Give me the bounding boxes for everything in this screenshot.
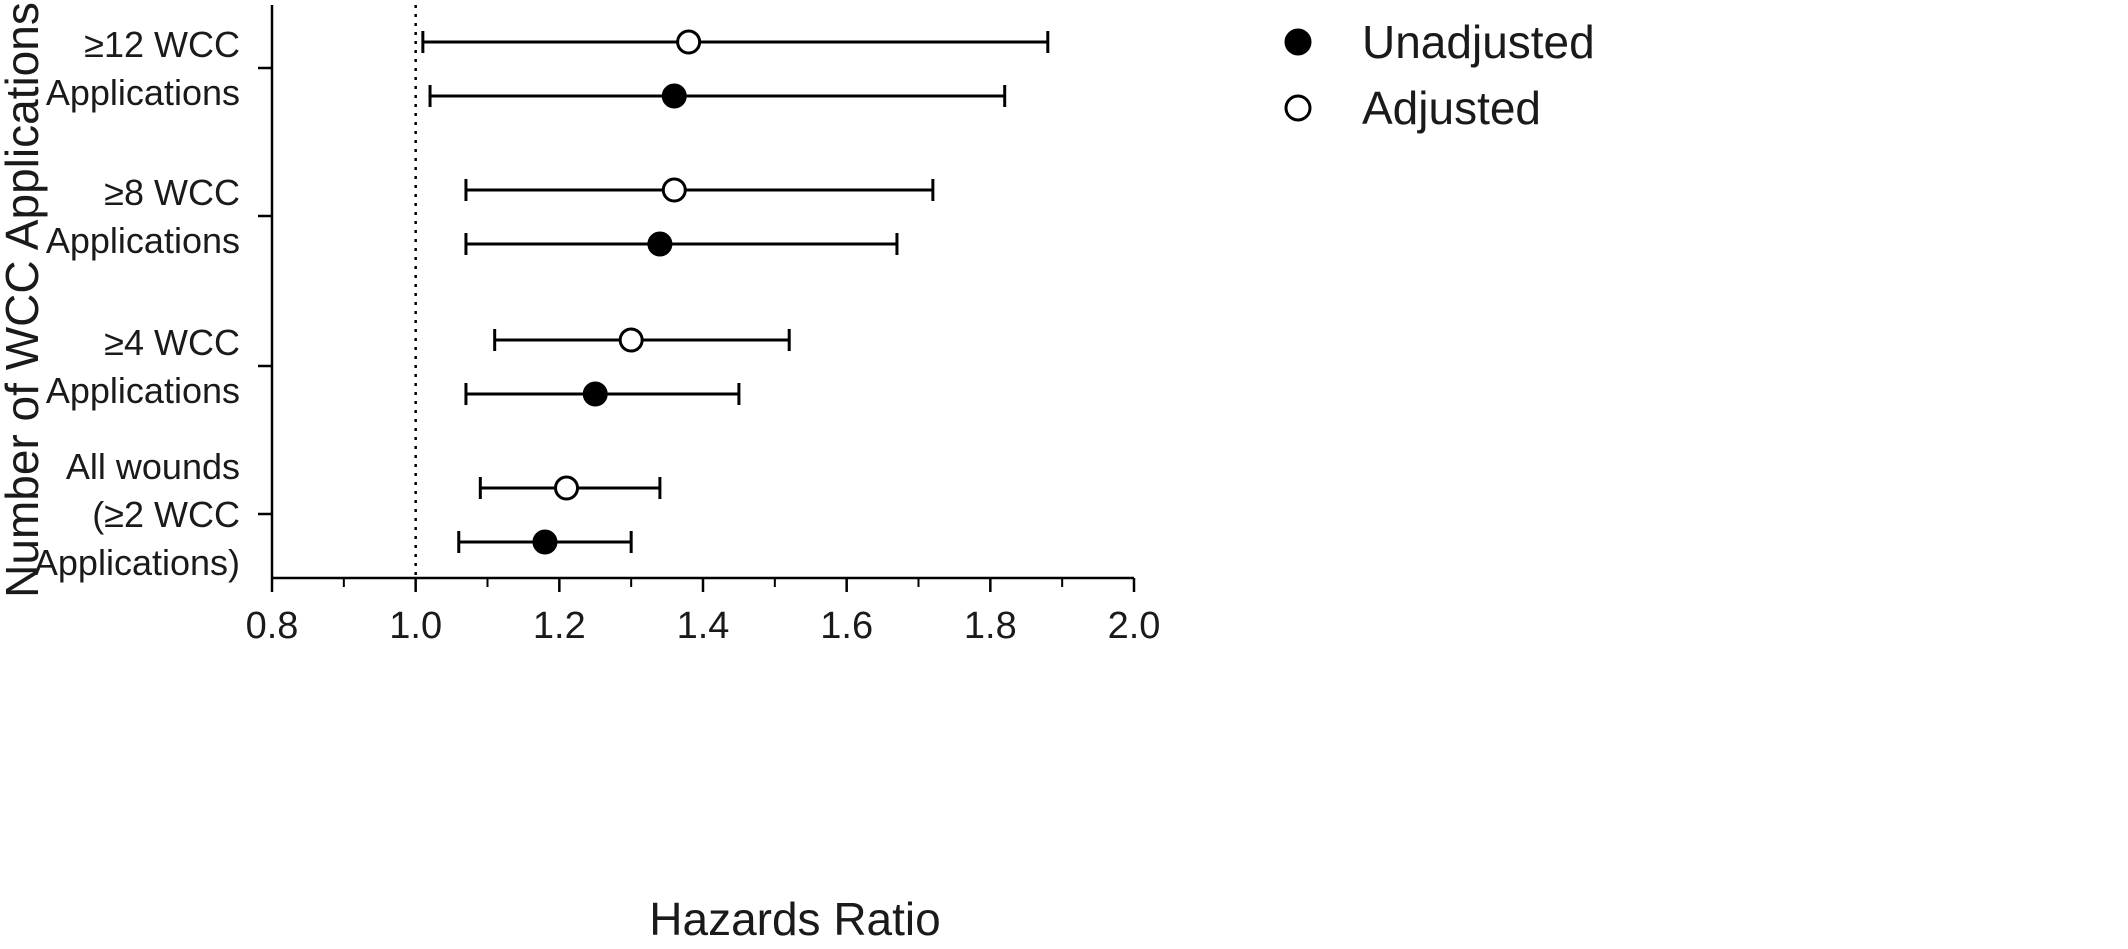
category-label: All wounds (≥2 WCC Applications) [34,446,240,583]
category-label-line: (≥2 WCC [92,494,240,535]
category-label-line: ≥8 WCC [104,172,240,213]
unadjusted-point [582,381,608,407]
x-tick-label: 1.8 [964,605,1017,647]
category-label: ≥8 WCC Applications [46,172,240,261]
x-tick-label: 1.6 [820,605,873,647]
legend-label-unadjusted: Unadjusted [1362,16,1595,68]
unadjusted-point [532,529,558,555]
x-tick-label: 2.0 [1108,605,1161,647]
unadjusted-point [661,83,687,109]
x-tick-label: 1.2 [533,605,586,647]
x-tick-label: 0.8 [246,605,299,647]
x-tick-label: 1.0 [389,605,442,647]
category-label: ≥4 WCC Applications [46,322,240,411]
legend-label-adjusted: Adjusted [1362,82,1541,134]
x-axis-title: Hazards Ratio [649,893,940,945]
adjusted-point [661,177,687,203]
category-label: ≥12 WCC Applications [46,24,240,113]
unadjusted-point [647,231,673,257]
x-tick-label: 1.4 [677,605,730,647]
category-label-line: Applications [46,220,240,261]
legend-marker-unadjusted [1284,28,1312,56]
y-axis-title: Number of WCC Applications [0,2,48,598]
legend-marker-adjusted [1284,94,1312,122]
category-label-line: All wounds [66,446,240,487]
adjusted-point [554,475,580,501]
category-label-line: Applications [46,370,240,411]
category-label-line: Applications [46,72,240,113]
category-label-line: ≥12 WCC [84,24,240,65]
adjusted-point [676,29,702,55]
adjusted-point [618,327,644,353]
category-label-line: ≥4 WCC [104,322,240,363]
category-label-line: Applications) [34,542,240,583]
